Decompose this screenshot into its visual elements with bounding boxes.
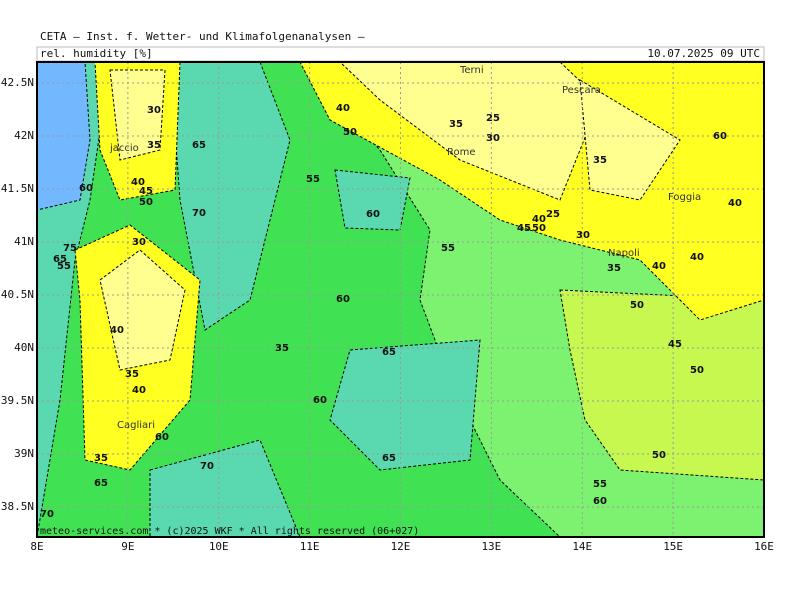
field-name: rel. humidity [%] xyxy=(40,47,153,60)
contour-label: 35 xyxy=(449,119,463,130)
contour-label: 45 xyxy=(517,223,531,234)
field-region xyxy=(109,69,166,161)
field-region xyxy=(334,169,411,231)
lat-tick-label: 40N xyxy=(14,341,34,354)
contour-label: 60 xyxy=(336,294,350,305)
contour-label: 60 xyxy=(313,395,327,406)
contour-label: 60 xyxy=(713,131,727,142)
contour-label: 65 xyxy=(192,140,206,151)
contour-label: 65 xyxy=(382,347,396,358)
contour-label: 55 xyxy=(441,243,455,254)
footer: meteo-services.com * (c)2025 WKF * All r… xyxy=(40,526,419,537)
contour-label: 30 xyxy=(576,230,590,241)
contour-label: 45 xyxy=(668,339,682,350)
contour-label: 40 xyxy=(690,252,704,263)
contour-label: 70 xyxy=(192,208,206,219)
header-title: CETA — Inst. f. Wetter- und Klimafolgena… xyxy=(40,30,365,43)
lon-tick-label: 14E xyxy=(572,540,592,553)
field-region xyxy=(99,249,186,371)
contour-label: 40 xyxy=(532,214,546,225)
contour-label: 35 xyxy=(94,453,108,464)
lon-tick-label: 10E xyxy=(209,540,229,553)
contour-label: 50 xyxy=(690,365,704,376)
contour-label: 25 xyxy=(546,209,560,220)
lat-tick-label: 41.5N xyxy=(1,182,34,195)
lon-tick-label: 9E xyxy=(121,540,134,553)
city-label: Napoli xyxy=(608,248,640,259)
map-field xyxy=(37,62,764,537)
city-label: Cagliari xyxy=(117,420,155,431)
contour-label: 40 xyxy=(110,325,124,336)
lat-tick-label: 42N xyxy=(14,129,34,142)
contour-label: 30 xyxy=(486,133,500,144)
city-label: Foggia xyxy=(668,192,701,203)
contour-label: 35 xyxy=(147,140,161,151)
lon-tick-label: 8E xyxy=(30,540,43,553)
contour-label: 65 xyxy=(94,478,108,489)
contour-label: 40 xyxy=(132,385,146,396)
contour-label: 55 xyxy=(593,479,607,490)
contour-label: 65 xyxy=(53,254,67,265)
contour-label: 55 xyxy=(306,174,320,185)
lat-tick-label: 40.5N xyxy=(1,288,34,301)
city-label: Rome xyxy=(447,147,476,158)
contour-label: 60 xyxy=(155,432,169,443)
contour-label: 60 xyxy=(593,496,607,507)
contour-label: 40 xyxy=(131,177,145,188)
lat-tick-label: 41N xyxy=(14,235,34,248)
map-frame xyxy=(36,61,765,538)
field-region xyxy=(149,439,301,537)
contour-label: 50 xyxy=(343,127,357,138)
contour-label: 70 xyxy=(40,509,54,520)
city-label: jaccio xyxy=(109,143,139,154)
contour-label: 30 xyxy=(147,105,161,116)
field-region xyxy=(339,62,601,201)
contour-label: 35 xyxy=(607,263,621,274)
contour-label: 35 xyxy=(275,343,289,354)
contour-label: 50 xyxy=(652,450,666,461)
contour-label: 40 xyxy=(336,103,350,114)
city-label: Terni xyxy=(459,65,484,76)
contour-label: 50 xyxy=(139,197,153,208)
cities: Terni Pescara Rome jaccio Foggia Napoli … xyxy=(109,65,701,431)
field-region xyxy=(329,339,481,471)
contour-label: 35 xyxy=(593,155,607,166)
field-region xyxy=(559,289,764,481)
lat-tick-label: 39.5N xyxy=(1,394,34,407)
lon-tick-label: 11E xyxy=(300,540,320,553)
valid-time: 10.07.2025 09 UTC xyxy=(647,47,760,60)
contour-label: 40 xyxy=(652,261,666,272)
lat-tick-label: 39N xyxy=(14,447,34,460)
contour-label: 45 xyxy=(139,186,153,197)
lon-tick-label: 13E xyxy=(481,540,501,553)
lon-tick-label: 15E xyxy=(663,540,683,553)
city-label: Pescara xyxy=(562,85,601,96)
contour-label: 35 xyxy=(125,369,139,380)
contour-label: 40 xyxy=(728,198,742,209)
lon-tick-label: 12E xyxy=(391,540,411,553)
contour-label: 25 xyxy=(486,113,500,124)
lat-tick-label: 42.5N xyxy=(1,76,34,89)
lat-tick-label: 38.5N xyxy=(1,500,34,513)
field-region xyxy=(579,79,681,201)
contour-label: 65 xyxy=(382,453,396,464)
lon-tick-label: 16E xyxy=(754,540,774,553)
contour-label: 60 xyxy=(366,209,380,220)
contour-label: 30 xyxy=(132,237,146,248)
contour-label: 50 xyxy=(630,300,644,311)
contour-label: 55 xyxy=(57,261,71,272)
field-region xyxy=(169,62,291,331)
contour-labels: 30 35 40 45 50 60 30 65 70 40 50 55 60 3… xyxy=(40,103,742,520)
contour-label: 50 xyxy=(532,223,546,234)
contour-label: 75 xyxy=(63,243,77,254)
contour-label: 60 xyxy=(79,183,93,194)
contour-label: 70 xyxy=(200,461,214,472)
